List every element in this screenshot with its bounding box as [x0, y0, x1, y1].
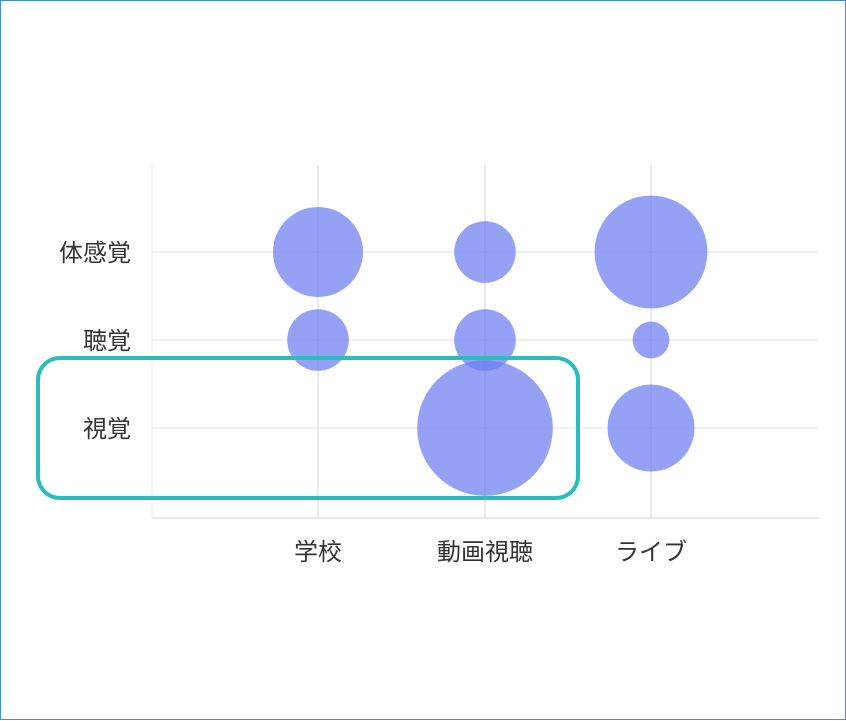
- highlight: [36, 356, 580, 500]
- bubble-6: [632, 321, 670, 359]
- bubble-8: [607, 384, 695, 472]
- bubble-5: [454, 309, 516, 371]
- bubbles: [273, 195, 708, 496]
- y-tick-label-2: 聴覚: [83, 327, 131, 355]
- y-tick-label-1: 視覚: [83, 415, 131, 443]
- y-tick-label-3: 体感覚: [59, 239, 131, 267]
- bubble-2: [454, 221, 516, 283]
- bubble-3: [594, 195, 708, 309]
- x-tick-label-2: 動画視聴: [437, 538, 533, 566]
- bubble-1: [273, 207, 363, 297]
- x-tick-label-3: ライブ: [615, 538, 687, 566]
- x-tick-label-1: 学校: [294, 538, 342, 566]
- bubble-7: [417, 360, 553, 496]
- highlight-box: [36, 356, 580, 500]
- bubble-4: [287, 309, 349, 371]
